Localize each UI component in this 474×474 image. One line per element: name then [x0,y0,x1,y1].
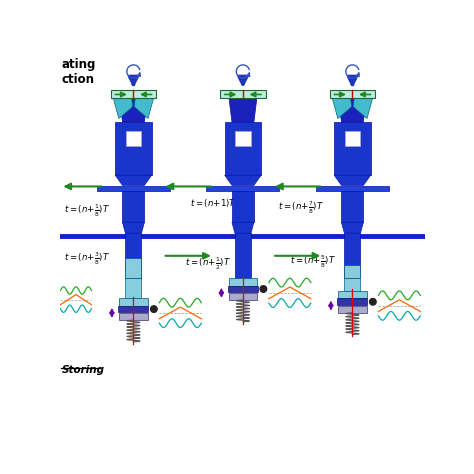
Bar [126,258,141,278]
Bar [345,278,360,291]
Bar [345,131,360,146]
Bar [345,233,360,278]
Polygon shape [113,99,133,118]
Polygon shape [341,222,364,233]
Bar [341,191,364,222]
Polygon shape [338,99,366,122]
Polygon shape [225,175,261,185]
Text: Storing: Storing [62,365,105,375]
Bar [97,186,170,191]
Bar [115,122,152,175]
Polygon shape [332,99,352,118]
Bar [232,191,254,222]
Bar [206,186,279,191]
Text: $t{=}(n{+}1)T$: $t{=}(n{+}1)T$ [190,197,237,210]
Bar [126,131,141,146]
Polygon shape [115,175,152,185]
Bar [338,291,367,299]
Bar [338,306,367,313]
Bar [235,233,251,278]
Text: $t{=}(n{+}\frac{3}{8})T$: $t{=}(n{+}\frac{3}{8})T$ [64,250,110,267]
Bar [228,286,258,292]
Polygon shape [122,222,145,233]
Bar [329,91,375,99]
Text: $t{=}(n{+}\frac{7}{8})T$: $t{=}(n{+}\frac{7}{8})T$ [278,199,324,216]
Circle shape [260,286,267,292]
Bar [119,299,148,306]
Text: $t{=}(n{+}\frac{5}{8})T$: $t{=}(n{+}\frac{5}{8})T$ [291,254,337,271]
Bar [316,186,389,191]
Bar [334,122,371,175]
Circle shape [370,299,376,305]
Polygon shape [119,99,147,122]
Bar [122,191,145,222]
Polygon shape [232,222,254,233]
Bar [220,91,266,99]
Bar [228,278,257,286]
Bar [337,299,367,305]
Polygon shape [134,99,154,118]
Bar [235,131,251,146]
Polygon shape [334,175,371,185]
Circle shape [151,306,157,312]
Bar [126,233,141,278]
Polygon shape [353,99,373,118]
Bar [126,278,141,299]
Bar [225,122,261,175]
Bar [118,306,148,312]
Polygon shape [229,99,257,122]
Bar [119,313,148,320]
Bar [345,265,360,278]
Text: $t{=}(n{+}\frac{1}{2})T$: $t{=}(n{+}\frac{1}{2})T$ [184,256,231,272]
Text: ating
ction: ating ction [61,58,96,86]
Text: $t{=}(n{+}\frac{1}{8})T$: $t{=}(n{+}\frac{1}{8})T$ [64,203,110,219]
Bar [228,293,257,300]
Bar [110,91,156,99]
